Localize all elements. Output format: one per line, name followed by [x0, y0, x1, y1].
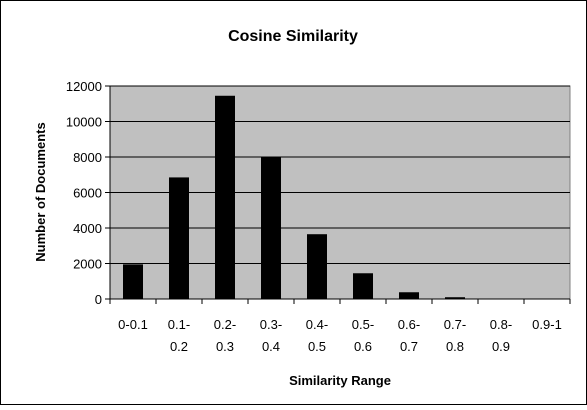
- bar: [353, 273, 373, 299]
- x-tick-label: 0.6-0.7: [398, 317, 420, 354]
- y-tick-label: 6000: [73, 186, 102, 201]
- bar: [445, 297, 465, 299]
- y-tick-label: 4000: [73, 221, 102, 236]
- x-tick-label: 0.9-1: [532, 317, 562, 332]
- x-tick-label: 0.2-0.3: [214, 317, 236, 354]
- y-axis: 0 2000 4000 6000 8000 10000 12000: [66, 79, 111, 307]
- y-tick-label: 0: [95, 292, 102, 307]
- bar: [169, 177, 189, 299]
- y-tick-label: 2000: [73, 257, 102, 272]
- y-tick-label: 8000: [73, 150, 102, 165]
- y-axis-title: Number of Documents: [33, 122, 48, 261]
- bars: [123, 95, 465, 299]
- y-tick-label: 10000: [66, 115, 102, 130]
- x-tick-label: 0.5-0.6: [352, 317, 374, 354]
- x-tick-label: 0.7-0.8: [444, 317, 466, 354]
- x-tick-label: 0.8-0.9: [490, 317, 512, 354]
- x-tick-label: 0.4-0.5: [306, 317, 328, 354]
- bar: [307, 234, 327, 299]
- bar: [123, 264, 143, 299]
- x-tick-label: 0.1-0.2: [168, 317, 190, 354]
- x-axis-title: Similarity Range: [289, 373, 391, 388]
- x-axis: 0-0.1 0.1-0.2 0.2-0.3 0.3-0.4 0.4-0.5 0.5-0.6…: [109, 298, 571, 354]
- x-tick-label: 0.3-0.4: [260, 317, 282, 354]
- bar: [261, 157, 281, 299]
- bar: [399, 292, 419, 299]
- chart-title: Cosine Similarity: [228, 28, 358, 45]
- y-tick-label: 12000: [66, 79, 102, 94]
- x-tick-label: 0-0.1: [118, 317, 148, 332]
- bar: [215, 95, 235, 299]
